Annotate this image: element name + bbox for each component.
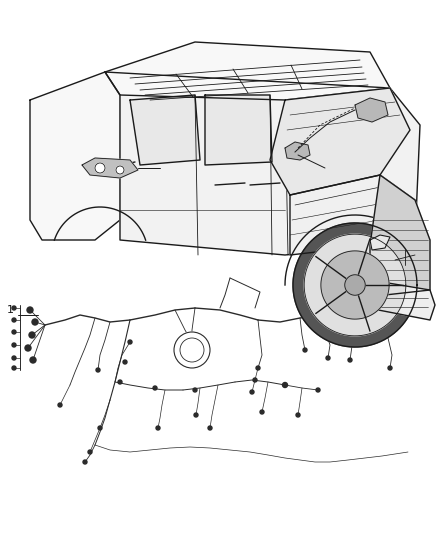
Polygon shape [304, 234, 406, 336]
Circle shape [88, 450, 92, 454]
Text: 2: 2 [340, 153, 347, 163]
Circle shape [388, 366, 392, 370]
Circle shape [348, 358, 352, 362]
Polygon shape [290, 175, 420, 255]
Circle shape [180, 338, 204, 362]
Polygon shape [285, 142, 310, 160]
Text: 1: 1 [7, 305, 14, 315]
Circle shape [12, 318, 16, 322]
Circle shape [116, 166, 124, 174]
Circle shape [256, 366, 260, 370]
Polygon shape [370, 235, 390, 250]
Circle shape [12, 343, 16, 347]
Circle shape [194, 413, 198, 417]
Circle shape [32, 319, 38, 325]
Circle shape [118, 380, 122, 384]
Circle shape [296, 413, 300, 417]
Circle shape [303, 348, 307, 352]
Circle shape [193, 388, 197, 392]
Polygon shape [205, 95, 272, 165]
Circle shape [283, 383, 287, 387]
Circle shape [253, 378, 257, 382]
Circle shape [12, 356, 16, 360]
Polygon shape [82, 158, 138, 178]
Circle shape [12, 306, 16, 310]
Polygon shape [367, 280, 435, 320]
Circle shape [316, 388, 320, 392]
Circle shape [27, 307, 33, 313]
Circle shape [250, 390, 254, 394]
Polygon shape [370, 175, 430, 295]
Circle shape [29, 332, 35, 338]
Polygon shape [30, 72, 120, 240]
Polygon shape [105, 72, 420, 255]
Circle shape [25, 345, 31, 351]
Circle shape [83, 460, 87, 464]
Circle shape [156, 426, 160, 430]
Text: 3: 3 [167, 163, 174, 173]
Polygon shape [270, 88, 410, 195]
Polygon shape [293, 223, 417, 347]
Circle shape [174, 332, 210, 368]
Circle shape [326, 356, 330, 360]
Polygon shape [130, 95, 200, 165]
Circle shape [98, 426, 102, 430]
Circle shape [30, 357, 36, 363]
Polygon shape [321, 251, 389, 319]
Circle shape [260, 410, 264, 414]
Polygon shape [355, 98, 388, 122]
Circle shape [95, 163, 105, 173]
Circle shape [12, 330, 16, 334]
Circle shape [345, 275, 365, 295]
Circle shape [58, 403, 62, 407]
Circle shape [12, 366, 16, 370]
Circle shape [153, 386, 157, 390]
Circle shape [96, 368, 100, 372]
Circle shape [208, 426, 212, 430]
Polygon shape [105, 42, 390, 100]
Circle shape [123, 360, 127, 364]
Circle shape [128, 340, 132, 344]
